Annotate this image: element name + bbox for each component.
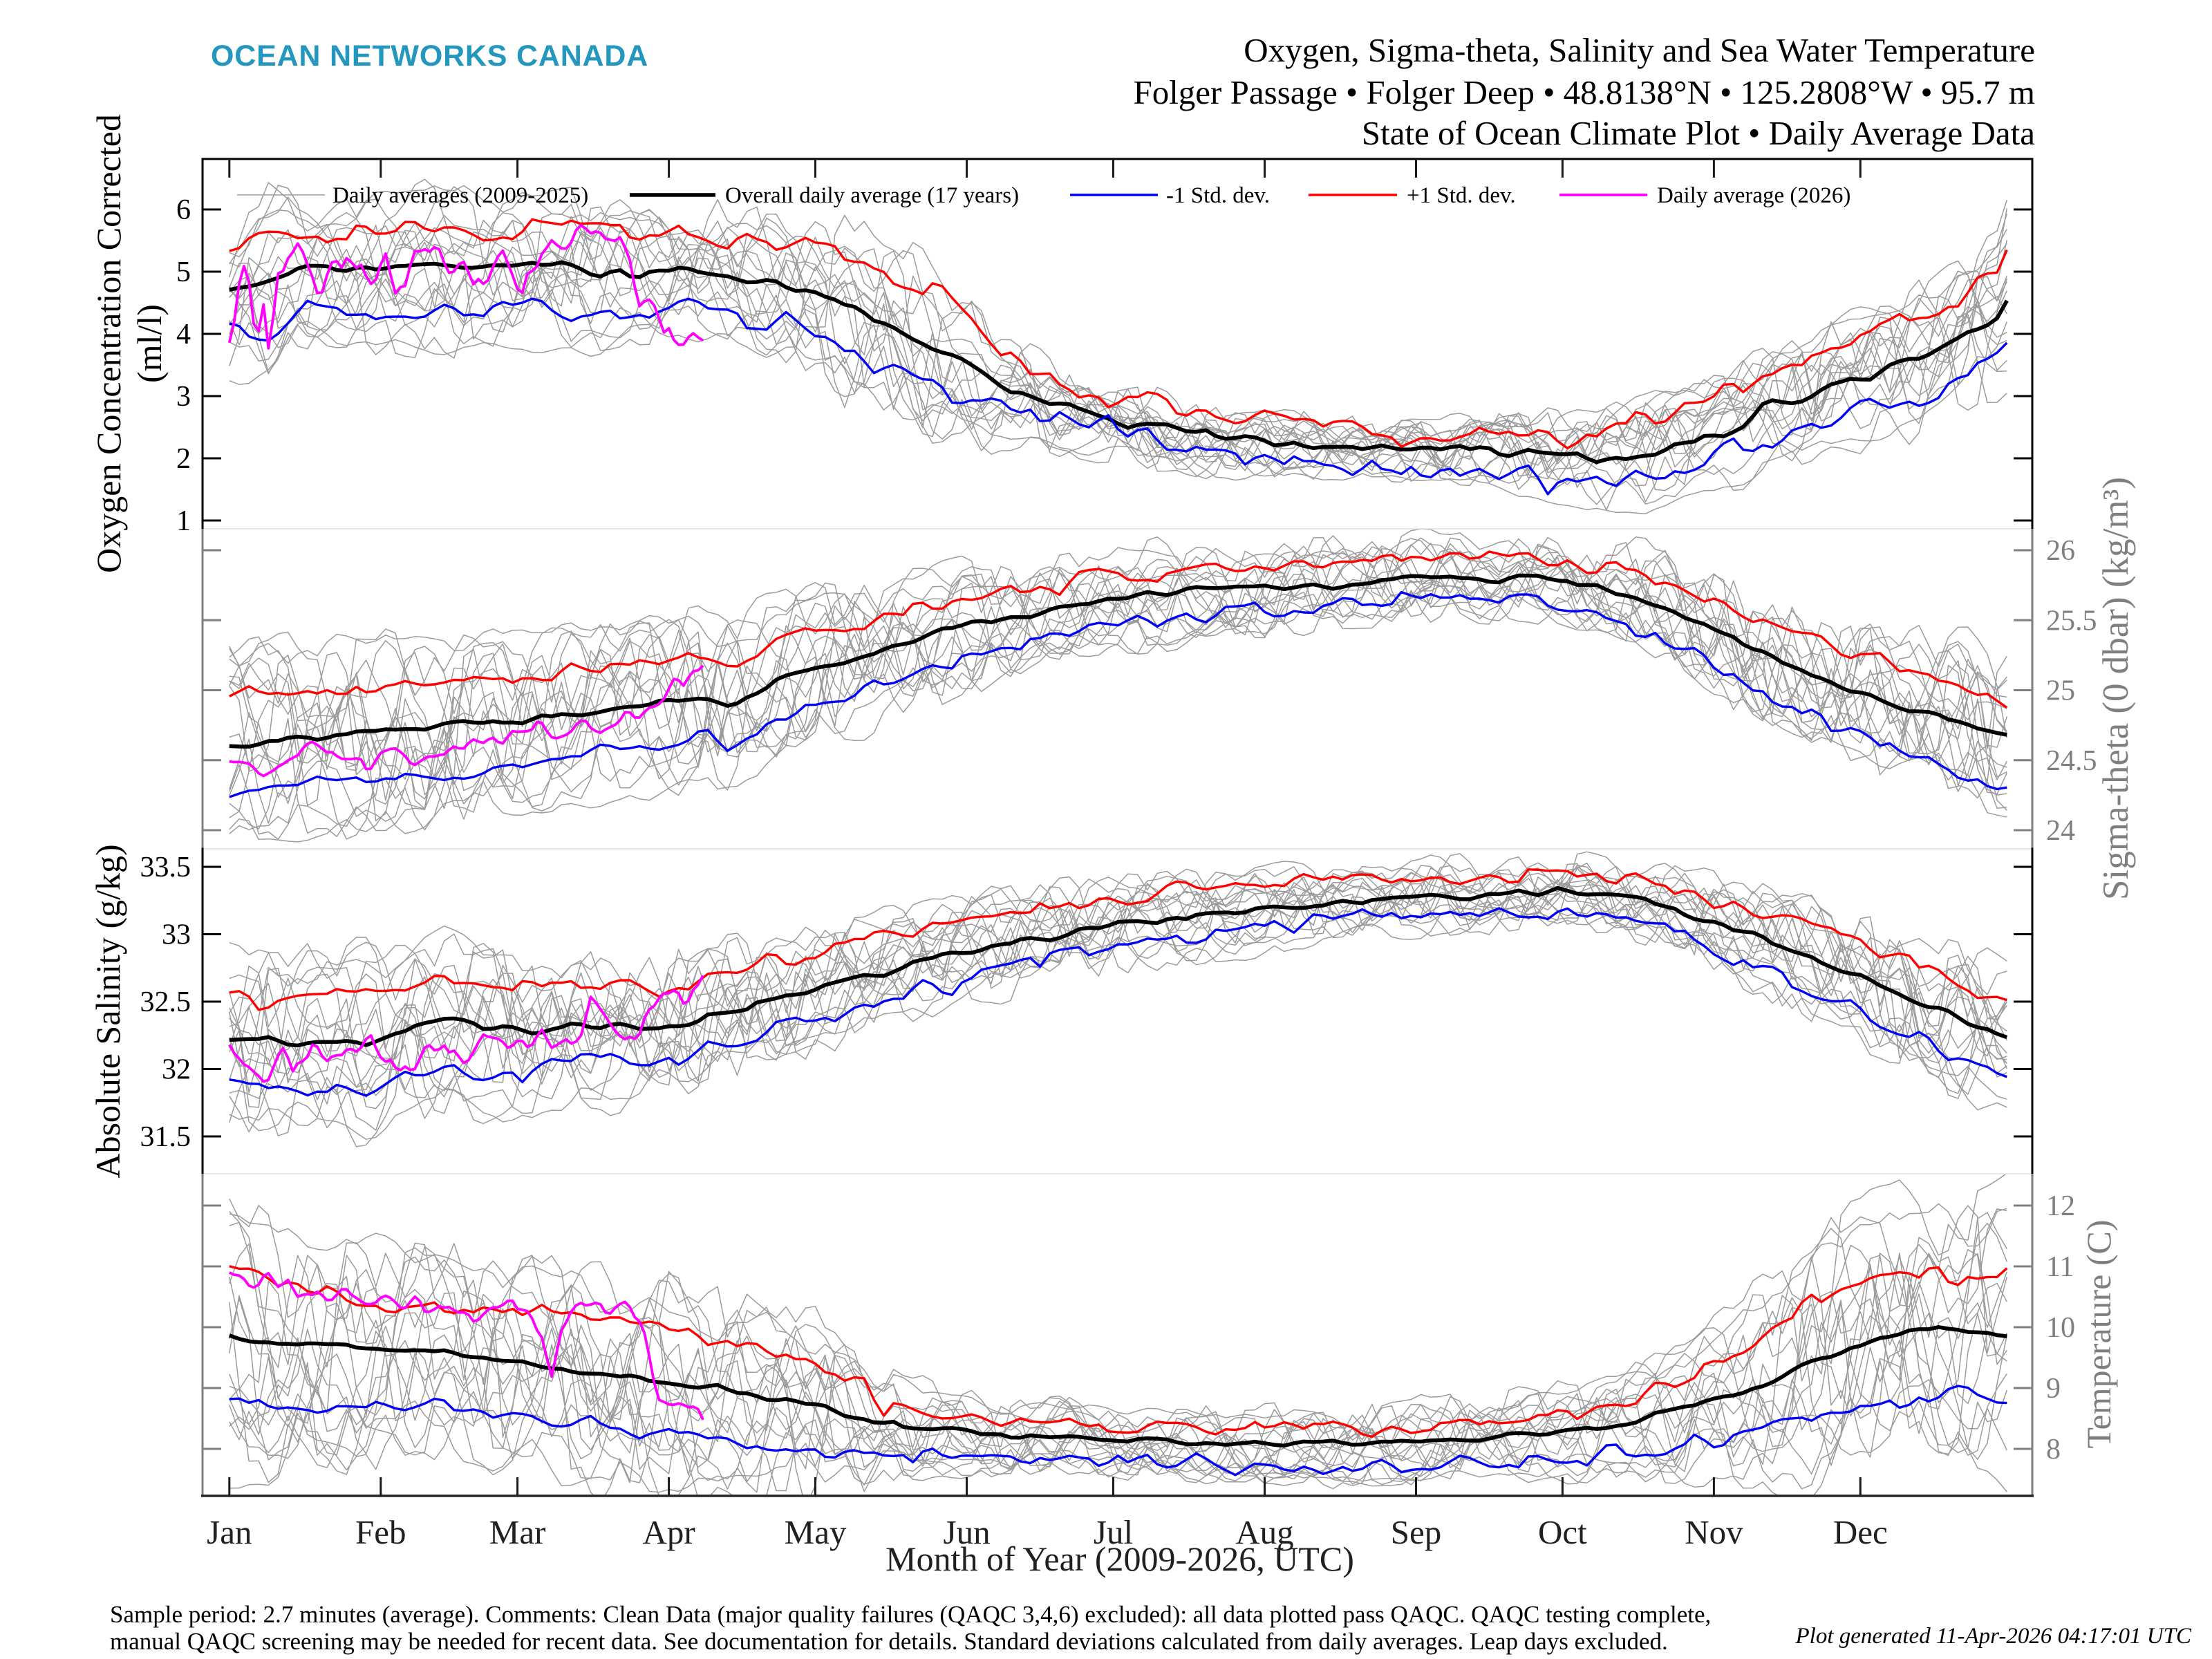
svg-text:Folger Passage • Folger Deep •: Folger Passage • Folger Deep • 48.8138°N…	[1133, 73, 2035, 111]
svg-text:33: 33	[162, 919, 191, 951]
svg-text:24.5: 24.5	[2046, 745, 2097, 777]
svg-text:24: 24	[2046, 815, 2075, 847]
svg-text:Absolute Salinity (g/kg): Absolute Salinity (g/kg)	[88, 844, 127, 1178]
svg-text:3: 3	[176, 381, 191, 413]
svg-text:Sep: Sep	[1391, 1513, 1442, 1551]
svg-text:25.5: 25.5	[2046, 605, 2097, 637]
svg-text:Aug: Aug	[1235, 1513, 1293, 1551]
svg-text:12: 12	[2046, 1190, 2075, 1222]
svg-text:10: 10	[2046, 1312, 2075, 1344]
svg-text:Mar: Mar	[489, 1513, 546, 1551]
svg-text:5: 5	[176, 256, 191, 288]
svg-text:6: 6	[176, 194, 191, 226]
svg-text:33.5: 33.5	[140, 852, 191, 883]
svg-text:Dec: Dec	[1833, 1513, 1888, 1551]
svg-text:Nov: Nov	[1685, 1513, 1743, 1551]
svg-text:Oxygen Concentration Corrected: Oxygen Concentration Corrected	[89, 114, 128, 573]
svg-text:2: 2	[176, 443, 191, 475]
svg-text:Oct: Oct	[1538, 1513, 1587, 1551]
svg-text:Overall daily average (17 year: Overall daily average (17 years)	[725, 183, 1019, 208]
svg-text:32: 32	[162, 1054, 191, 1086]
svg-text:Temperature (C): Temperature (C)	[2079, 1219, 2118, 1448]
svg-text:26: 26	[2046, 535, 2075, 567]
svg-text:-1 Std. dev.: -1 Std. dev.	[1166, 183, 1270, 208]
svg-text:11: 11	[2046, 1251, 2074, 1283]
svg-text:Jun: Jun	[944, 1513, 991, 1551]
svg-text:OCEAN NETWORKS CANADA: OCEAN NETWORKS CANADA	[211, 39, 648, 73]
svg-text:Daily average (2026): Daily average (2026)	[1657, 183, 1850, 208]
svg-text:31.5: 31.5	[140, 1121, 191, 1153]
svg-text:Apr: Apr	[642, 1513, 695, 1551]
svg-text:Sigma-theta (0 dbar) (kg/m³): Sigma-theta (0 dbar) (kg/m³)	[2096, 477, 2136, 900]
svg-text:Month of Year (2009-2026, UTC): Month of Year (2009-2026, UTC)	[885, 1539, 1354, 1578]
svg-text:32.5: 32.5	[140, 986, 191, 1018]
svg-text:manual QAQC screening may be n: manual QAQC screening may be needed for …	[110, 1628, 1668, 1655]
svg-text:4: 4	[176, 319, 191, 350]
svg-text:Jan: Jan	[207, 1513, 252, 1551]
svg-text:Jul: Jul	[1094, 1513, 1133, 1551]
svg-text:Sample period: 2.7 minutes (av: Sample period: 2.7 minutes (average). Co…	[110, 1601, 1711, 1628]
svg-text:May: May	[785, 1513, 847, 1551]
svg-text:Daily averages (2009-2025): Daily averages (2009-2025)	[332, 183, 588, 208]
svg-text:1: 1	[176, 505, 191, 537]
svg-text:Oxygen, Sigma-theta, Salinity: Oxygen, Sigma-theta, Salinity and Sea Wa…	[1244, 31, 2035, 69]
svg-text:+1 Std. dev.: +1 Std. dev.	[1407, 183, 1516, 208]
svg-text:Feb: Feb	[355, 1513, 406, 1551]
svg-text:8: 8	[2046, 1434, 2061, 1465]
svg-text:(ml/l): (ml/l)	[130, 304, 169, 383]
svg-text:State of Ocean Climate Plot •: State of Ocean Climate Plot • Daily Aver…	[1362, 114, 2035, 152]
svg-text:Plot generated 11-Apr-2026 04:: Plot generated 11-Apr-2026 04:17:01 UTC	[1795, 1624, 2192, 1649]
svg-text:25: 25	[2046, 675, 2075, 707]
svg-text:9: 9	[2046, 1373, 2061, 1405]
